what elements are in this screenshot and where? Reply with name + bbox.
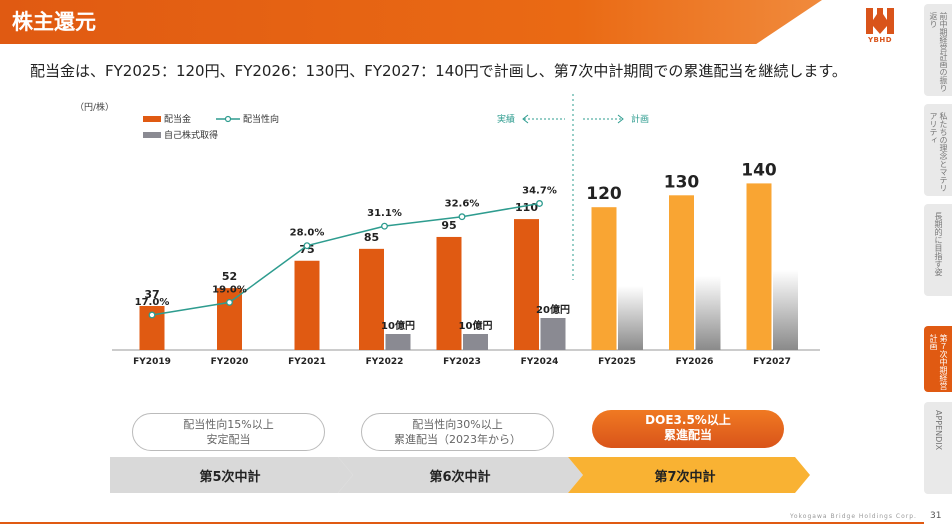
dividend-value-label: 140 bbox=[741, 160, 777, 180]
phase-arrow-5th bbox=[110, 457, 353, 493]
dividend-value-label: 95 bbox=[441, 219, 456, 232]
phase-arrows bbox=[110, 457, 810, 493]
x-tick-label: FY2021 bbox=[288, 357, 326, 367]
payout-ratio-label: 32.6% bbox=[445, 199, 480, 210]
dividend-value-label: 130 bbox=[664, 172, 700, 192]
buyback-value-label: 10億円 bbox=[381, 319, 415, 332]
buyback-bar bbox=[385, 334, 411, 350]
x-tick-label: FY2023 bbox=[443, 357, 481, 367]
company-name: Yokogawa Bridge Holdings Corp. bbox=[790, 513, 917, 520]
side-tab-label: 前中期経営計画の振り返り bbox=[929, 12, 948, 92]
page-number: 31 bbox=[930, 511, 942, 521]
payout-ratio-label: 19.0% bbox=[212, 284, 247, 295]
policy-line1: DOE3.5%以上 bbox=[645, 413, 731, 427]
legend-label-buyback: 自己株式取得 bbox=[164, 129, 218, 141]
dividend-value-label: 52 bbox=[222, 270, 237, 283]
payout-ratio-point bbox=[536, 200, 543, 207]
side-tab-label: 私たちの理念とマテリアリティ bbox=[929, 112, 948, 192]
phase-arrow-7th bbox=[568, 457, 810, 493]
side-tab-appendix[interactable]: APPENDIX bbox=[924, 402, 952, 494]
payout-ratio-point bbox=[148, 311, 156, 319]
x-tick-label: FY2024 bbox=[521, 357, 559, 367]
policy-line2: 安定配当 bbox=[206, 433, 251, 446]
legend-marker-payout bbox=[224, 115, 232, 123]
phase-label-5th: 第5次中計 bbox=[199, 469, 261, 485]
dividend-bar bbox=[746, 183, 772, 350]
dividend-bar bbox=[294, 260, 320, 350]
policy-line2: 累進配当 bbox=[663, 428, 712, 442]
legend-swatch-dividend bbox=[143, 116, 161, 122]
dividend-bar bbox=[436, 236, 462, 350]
phase-arrow-6th bbox=[338, 457, 583, 493]
dividend-bar bbox=[359, 248, 384, 350]
page-title: 株主還元 bbox=[12, 10, 96, 34]
dividend-bar bbox=[514, 219, 539, 350]
x-tick-label: FY2022 bbox=[366, 357, 404, 367]
x-tick-label: FY2025 bbox=[598, 357, 636, 367]
planned-buyback-bar bbox=[618, 286, 643, 350]
legend-label-payout: 配当性向 bbox=[243, 113, 279, 125]
side-tab-materiality[interactable]: 私たちの理念とマテリアリティ bbox=[924, 104, 952, 196]
ybhd-logo-icon bbox=[866, 8, 894, 34]
headline: 配当金は、FY2025：120円、FY2026：130円、FY2027：140円… bbox=[30, 62, 847, 80]
dividend-bar bbox=[217, 288, 242, 350]
payout-ratio-point bbox=[303, 242, 311, 250]
payout-ratio-point bbox=[458, 213, 466, 221]
side-tab-label: APPENDIX bbox=[934, 410, 943, 451]
x-tick-label: FY2020 bbox=[211, 357, 249, 367]
policy-box-6th: 配当性向30%以上 累進配当（2023年から） bbox=[361, 413, 554, 451]
legend-label-dividend: 配当金 bbox=[164, 113, 191, 125]
policy-line1: 配当性向15%以上 bbox=[183, 418, 274, 431]
payout-ratio-label: 34.7% bbox=[522, 185, 557, 196]
dividend-bar bbox=[591, 207, 617, 350]
x-tick-label: FY2026 bbox=[676, 357, 714, 367]
buyback-bar bbox=[463, 334, 488, 350]
policy-line2: 累進配当（2023年から） bbox=[394, 433, 521, 446]
side-tab-seventh-plan[interactable]: 第７次中期経営計画 bbox=[924, 326, 952, 392]
dividend-value-label: 75 bbox=[299, 243, 314, 256]
x-tick-label: FY2019 bbox=[133, 357, 171, 367]
phase-label-7th: 第7次中計 bbox=[654, 469, 716, 485]
divider-label-plan: 計画 bbox=[631, 113, 649, 125]
payout-ratio-label: 17.0% bbox=[135, 297, 170, 308]
payout-ratio-line bbox=[151, 202, 540, 316]
planned-buyback-bar bbox=[773, 270, 798, 350]
payout-ratio-point bbox=[226, 298, 233, 306]
footer-rule bbox=[0, 522, 924, 524]
buyback-value-label: 20億円 bbox=[536, 303, 570, 316]
payout-ratio-label: 28.0% bbox=[290, 228, 325, 239]
policy-box-7th: DOE3.5%以上 累進配当 bbox=[592, 410, 784, 448]
unit-label: （円/株） bbox=[75, 101, 114, 113]
payout-ratio-label: 31.1% bbox=[367, 208, 402, 219]
arrow-right-icon bbox=[617, 114, 624, 124]
policy-line1: 配当性向30%以上 bbox=[412, 418, 503, 431]
side-tab-label: 長期的に目指す姿 bbox=[934, 212, 943, 276]
dividend-value-label: 120 bbox=[586, 184, 622, 204]
side-tab-long-term-vision[interactable]: 長期的に目指す姿 bbox=[924, 204, 952, 296]
legend-swatch-buyback bbox=[143, 132, 161, 138]
side-tab-previous-plan[interactable]: 前中期経営計画の振り返り bbox=[924, 4, 952, 96]
x-tick-label: FY2027 bbox=[753, 357, 791, 367]
title-bar: 株主還元 bbox=[0, 0, 822, 44]
arrow-left-icon bbox=[522, 114, 529, 124]
dividend-value-label: 85 bbox=[364, 231, 379, 244]
phase-label-6th: 第6次中計 bbox=[429, 469, 491, 485]
planned-buyback-bar bbox=[695, 276, 721, 350]
divider-label-actual: 実績 bbox=[497, 113, 515, 125]
side-tab-label: 第７次中期経営計画 bbox=[929, 334, 948, 390]
dividend-bar bbox=[669, 195, 694, 350]
payout-ratio-point bbox=[381, 222, 388, 230]
dividend-value-label: 37 bbox=[144, 288, 159, 301]
buyback-bar bbox=[540, 318, 566, 350]
buyback-value-label: 10億円 bbox=[459, 319, 493, 332]
policy-box-5th: 配当性向15%以上 安定配当 bbox=[132, 413, 325, 451]
logo-text: YBHD bbox=[867, 36, 893, 44]
